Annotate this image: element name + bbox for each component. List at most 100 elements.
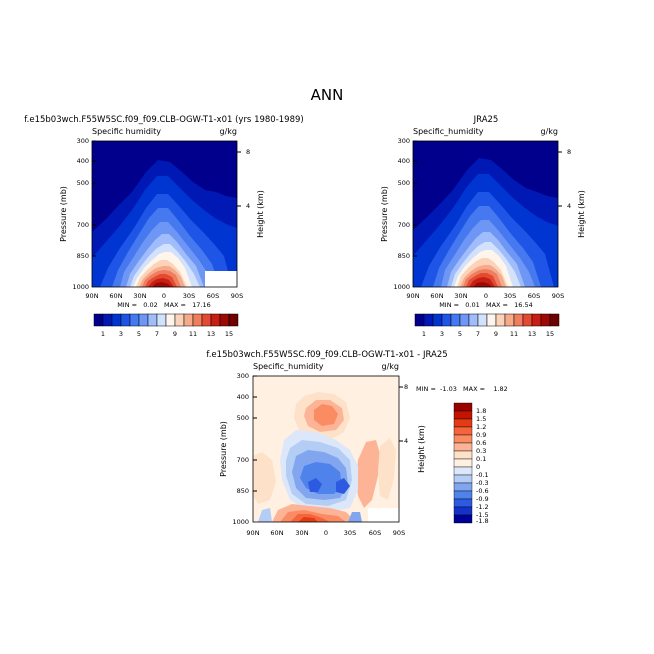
x-tick-label: 60S	[207, 292, 219, 300]
height-tick-label: 4	[567, 202, 571, 210]
colorbar-label: 0.3	[476, 447, 486, 455]
y-tick-label: 700	[77, 221, 89, 229]
y-tick-label: 400	[398, 157, 410, 165]
x-tick-label: 60N	[270, 529, 283, 537]
panel-diff-y-axis: 300 400 500 700 850 1000 Pressure (mb)	[219, 372, 257, 526]
height-axis-label: Height (km)	[577, 190, 586, 238]
anomaly-pos-surface-core	[298, 517, 318, 522]
panel-model: f.e15b03wch.F55W5SC.f09_f09.CLB-OGW-T1-x…	[24, 115, 303, 338]
x-tick-label: 30S	[504, 292, 516, 300]
height-tick-label: 8	[246, 148, 250, 156]
colorbar-label: -0.1	[476, 471, 489, 479]
y-tick-label: 500	[398, 179, 410, 187]
y-tick-label: 1000	[232, 518, 249, 526]
panel-obs-stats: MIN = 0.01 MAX = 16.54	[439, 301, 533, 309]
colorbar-label: -1.8	[476, 517, 489, 525]
colorbar-label: 1.8	[476, 407, 486, 415]
x-tick-label: 60S	[528, 292, 540, 300]
panel-obs-right-axis: 8 4 Height (km)	[558, 148, 586, 238]
colorbar-label: 3	[440, 330, 444, 338]
y-tick-label: 300	[237, 372, 249, 380]
y-tick-label: 700	[398, 221, 410, 229]
missing-surface-region	[205, 271, 237, 287]
x-tick-label: 0	[324, 529, 328, 537]
x-tick-label: 30S	[183, 292, 195, 300]
colorbar-label: -0.6	[476, 487, 489, 495]
colorbar-label: 1.2	[476, 423, 486, 431]
x-tick-label: 60N	[109, 292, 122, 300]
x-tick-label: 30S	[344, 529, 356, 537]
x-tick-label: 30N	[133, 292, 146, 300]
height-axis-label: Height (km)	[256, 190, 265, 238]
colorbar-label: 0.9	[476, 431, 486, 439]
colorbar-label: 1	[101, 330, 105, 338]
panel-diff-frame	[252, 375, 400, 523]
y-tick-label: 700	[237, 456, 249, 464]
colorbar-label: -1.5	[476, 511, 489, 519]
y-axis-label: Pressure (mb)	[59, 186, 68, 242]
y-tick-label: 500	[237, 414, 249, 422]
height-axis-label: Height (km)	[417, 425, 426, 473]
colorbar-label: 3	[119, 330, 123, 338]
height-tick-label: 4	[246, 202, 250, 210]
panel-obs-frame	[412, 140, 559, 288]
x-tick-label: 0	[484, 292, 488, 300]
colorbar-label: 15	[546, 330, 554, 338]
anomaly-neg-core-b	[336, 478, 350, 494]
x-tick-label: 90N	[246, 529, 259, 537]
colorbar-label: -1.2	[476, 503, 489, 511]
missing-surface-region	[368, 508, 399, 522]
panel-model-x-axis: 90N 60N 30N 0 30S 60S 90S	[85, 292, 243, 300]
panel-model-variable: Specific humidity	[92, 127, 161, 136]
panel-model-units: g/kg	[220, 127, 237, 136]
anomaly-neg-surface-east	[348, 512, 362, 522]
x-tick-label: 90N	[85, 292, 98, 300]
anomaly-neg-surface-west	[258, 508, 272, 522]
colorbar-label: 11	[510, 330, 518, 338]
panel-model-right-axis: 8 4 Height (km)	[237, 148, 265, 238]
colorbar-label: 5	[137, 330, 141, 338]
panel-model-colorbar: 1 3 5 7 9 11 13 15	[93, 313, 239, 338]
colorbar-label: 11	[189, 330, 197, 338]
y-tick-label: 300	[77, 137, 89, 145]
height-tick-label: 8	[567, 148, 571, 156]
panel-obs-field	[413, 141, 558, 287]
panel-diff-variable: Specific_humidity	[253, 362, 324, 371]
colorbar-label: 13	[207, 330, 215, 338]
panel-model-field	[92, 141, 237, 287]
x-tick-label: 90N	[406, 292, 419, 300]
anomaly-pos-upper-core	[314, 404, 338, 426]
anomaly-pos-west	[253, 452, 276, 504]
contour-level-14	[473, 282, 492, 287]
panel-obs-x-axis: 90N 60N 30N 0 30S 60S 90S	[406, 292, 564, 300]
y-tick-label: 500	[77, 179, 89, 187]
panel-model-frame	[91, 140, 238, 288]
panel-diff: f.e15b03wch.F55W5SC.f09_f09.CLB-OGW-T1-x…	[206, 350, 507, 537]
page-title: ANN	[311, 86, 344, 104]
panel-diff-title: f.e15b03wch.F55W5SC.f09_f09.CLB-OGW-T1-x…	[206, 350, 447, 360]
panel-diff-right-axis: 8 4 Height (km)	[399, 383, 426, 473]
y-tick-label: 850	[237, 487, 249, 495]
x-tick-label: 90S	[552, 292, 564, 300]
panel-model-stats: MIN = 0.02 MAX = 17.16	[117, 301, 211, 309]
colorbar-label: 9	[494, 330, 498, 338]
colorbar-label: 0.6	[476, 439, 486, 447]
colorbar-label: 15	[225, 330, 233, 338]
panel-model-title: f.e15b03wch.F55W5SC.f09_f09.CLB-OGW-T1-x…	[24, 115, 303, 125]
y-axis-label: Pressure (mb)	[380, 186, 389, 242]
x-tick-label: 60N	[430, 292, 443, 300]
panel-obs-y-axis: 300 400 500 700 850 1000 Pressure (mb)	[380, 137, 417, 291]
colorbar-label: 0.1	[476, 455, 486, 463]
y-tick-label: 1000	[393, 283, 410, 291]
y-tick-label: 1000	[72, 283, 89, 291]
panel-obs-variable: Specific_humidity	[413, 127, 484, 136]
panel-obs-units: g/kg	[541, 127, 558, 136]
y-tick-label: 400	[77, 157, 89, 165]
x-tick-label: 90S	[231, 292, 243, 300]
colorbar-label: 0	[476, 463, 480, 471]
panel-obs-colorbar: 1 3 5 7 9 11 13 15	[414, 313, 560, 338]
anomaly-neg-core-a	[308, 478, 322, 492]
x-tick-label: 90S	[393, 529, 405, 537]
height-tick-label: 4	[404, 437, 408, 445]
x-tick-label: 30N	[295, 529, 308, 537]
